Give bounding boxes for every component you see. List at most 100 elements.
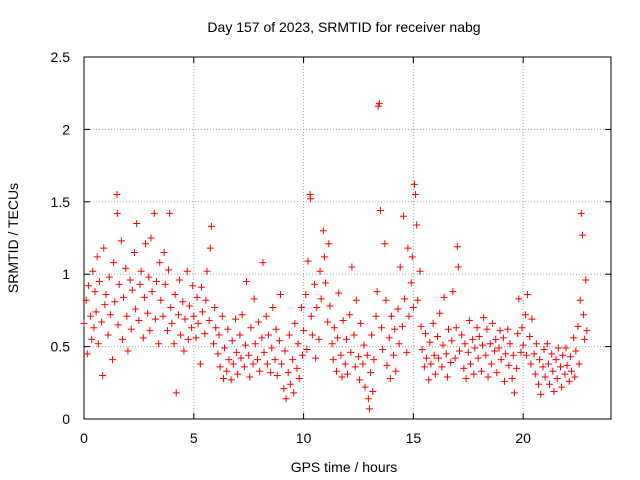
data-point xyxy=(237,354,245,362)
data-point xyxy=(219,374,227,382)
data-point xyxy=(255,318,263,326)
data-point xyxy=(246,373,254,381)
data-point xyxy=(508,374,516,382)
data-point xyxy=(280,385,288,393)
data-point xyxy=(329,356,337,364)
data-point xyxy=(399,212,407,220)
data-point xyxy=(304,257,312,265)
data-point xyxy=(267,369,275,377)
data-point xyxy=(351,363,359,371)
data-point xyxy=(440,293,448,301)
data-point xyxy=(91,288,99,296)
data-point xyxy=(206,244,214,252)
data-point xyxy=(203,267,211,275)
data-point xyxy=(177,331,185,339)
y-tick-label: 1.5 xyxy=(51,194,71,210)
data-point xyxy=(260,348,268,356)
data-point xyxy=(307,312,315,320)
data-point xyxy=(311,280,319,288)
data-point xyxy=(475,332,483,340)
data-point xyxy=(109,356,117,364)
data-point xyxy=(435,354,443,362)
data-point xyxy=(453,243,461,251)
data-point xyxy=(245,351,253,359)
data-point xyxy=(324,318,332,326)
data-point xyxy=(291,319,299,327)
x-tick-label: 10 xyxy=(296,430,312,446)
data-point xyxy=(268,344,276,352)
data-point xyxy=(383,361,391,369)
data-point xyxy=(479,341,487,349)
data-point xyxy=(293,364,301,372)
data-point xyxy=(461,340,469,348)
data-point xyxy=(281,347,289,355)
data-point xyxy=(84,282,92,290)
data-point xyxy=(413,221,421,229)
data-point xyxy=(87,312,95,320)
data-point xyxy=(462,374,470,382)
data-point xyxy=(256,367,264,375)
data-point xyxy=(131,248,139,256)
data-point xyxy=(509,351,517,359)
data-point xyxy=(334,334,342,342)
data-point xyxy=(295,374,303,382)
chart-title: Day 157 of 2023, SRMTID for receiver nab… xyxy=(207,19,480,35)
data-point xyxy=(227,376,235,384)
data-point xyxy=(436,309,444,317)
data-point xyxy=(526,332,534,340)
data-point xyxy=(197,283,205,291)
y-tick-label: 0.5 xyxy=(51,339,71,355)
data-point xyxy=(373,288,381,296)
data-point xyxy=(566,353,574,361)
data-point xyxy=(376,206,384,214)
data-point xyxy=(356,376,364,384)
data-point xyxy=(259,259,267,267)
data-point xyxy=(510,389,518,397)
data-point xyxy=(421,330,429,338)
data-point xyxy=(269,304,277,312)
data-point xyxy=(98,318,106,326)
data-point xyxy=(313,304,321,312)
data-point xyxy=(128,286,136,294)
data-point xyxy=(460,364,468,372)
data-point xyxy=(317,295,325,303)
data-point xyxy=(262,312,270,320)
data-point xyxy=(430,351,438,359)
data-point xyxy=(539,363,547,371)
data-point xyxy=(559,351,567,359)
data-point xyxy=(342,335,350,343)
data-point xyxy=(271,356,279,364)
data-point xyxy=(374,102,382,110)
data-point xyxy=(100,244,108,252)
data-point xyxy=(431,370,439,378)
data-point xyxy=(282,395,290,403)
data-point xyxy=(165,266,173,274)
data-point xyxy=(233,348,241,356)
data-point xyxy=(89,267,97,275)
data-point xyxy=(544,360,552,368)
data-point xyxy=(531,370,539,378)
data-point xyxy=(561,370,569,378)
data-point xyxy=(146,327,154,335)
data-point xyxy=(117,237,125,245)
data-point xyxy=(465,317,473,325)
data-point xyxy=(166,209,174,217)
data-point xyxy=(473,324,481,332)
x-axis-label: GPS time / hours xyxy=(291,459,398,475)
x-tick-label: 5 xyxy=(190,430,198,446)
data-point xyxy=(212,324,220,332)
data-point xyxy=(111,298,119,306)
data-point xyxy=(575,360,583,368)
y-tick-label: 0 xyxy=(62,411,70,427)
data-point xyxy=(228,337,236,345)
data-point xyxy=(179,298,187,306)
data-point xyxy=(517,348,525,356)
data-point xyxy=(502,350,510,358)
data-point xyxy=(515,295,523,303)
data-point xyxy=(141,240,149,248)
data-point xyxy=(157,296,165,304)
data-point xyxy=(527,360,535,368)
data-point xyxy=(552,356,560,364)
data-point xyxy=(427,360,435,368)
